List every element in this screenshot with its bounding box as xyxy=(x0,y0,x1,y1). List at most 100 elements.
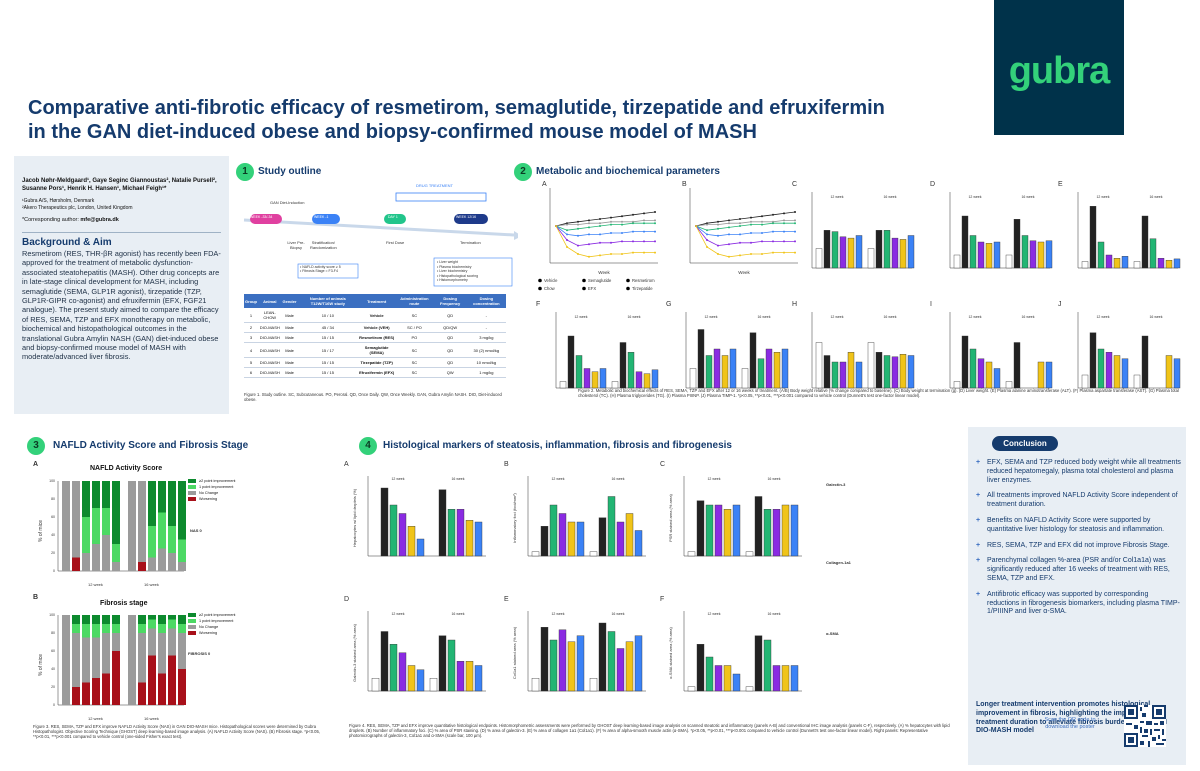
panel-label: E xyxy=(504,596,509,603)
bar xyxy=(634,635,643,692)
bar xyxy=(625,641,634,692)
bar xyxy=(607,631,616,692)
bar xyxy=(549,504,558,557)
legend-swatch xyxy=(188,497,196,501)
bar xyxy=(815,342,823,389)
table-row: 1 LEAN-CHOW Male 10 / 10 Vehicle SC QD - xyxy=(244,308,506,323)
brand-logo-block: gubra xyxy=(994,0,1124,135)
data-point xyxy=(654,240,656,243)
fib-week12-label: 12 week xyxy=(88,716,103,721)
panel-label: C xyxy=(660,461,665,468)
stacked-bar-segment xyxy=(82,637,90,683)
data-point xyxy=(632,222,634,225)
bar xyxy=(969,348,977,389)
stacked-bar-segment xyxy=(178,481,186,540)
bar xyxy=(1121,358,1129,389)
data-point xyxy=(599,218,601,220)
bar xyxy=(1105,254,1113,269)
fibrosis-chart-title: Fibrosis stage xyxy=(100,600,148,607)
week-label: 12 week xyxy=(704,315,717,319)
stacked-bar-segment xyxy=(62,615,70,705)
bar xyxy=(823,230,831,269)
data-point xyxy=(577,223,579,226)
data-point xyxy=(610,223,612,226)
timeline-label-1: WEEK -33/-34 xyxy=(250,215,273,219)
legend-marker xyxy=(626,278,630,283)
panel-label: D xyxy=(930,181,935,188)
bar xyxy=(531,551,540,557)
stacked-bar-segment xyxy=(148,655,156,705)
study-timeline xyxy=(243,192,518,287)
series-line xyxy=(555,222,655,231)
bar xyxy=(705,504,714,557)
tick-label: 0 xyxy=(53,569,55,573)
data-point xyxy=(577,227,579,230)
qr-code-icon[interactable] xyxy=(1124,705,1166,747)
legend-label: Tirzepatide xyxy=(632,286,653,291)
fibrosis-legend: ≥2 point improvement 1 point improvement… xyxy=(188,612,235,636)
bar xyxy=(754,635,763,692)
stacked-bar-segment xyxy=(128,615,136,705)
legend-label: No Change xyxy=(199,625,219,629)
divider xyxy=(22,231,221,233)
bar xyxy=(1045,240,1053,269)
data-point xyxy=(588,255,590,258)
stacked-bar-segment xyxy=(112,615,120,624)
nas-criteria-label: • NAFLD activity score ≥ 5 • Fibrosis St… xyxy=(300,265,341,273)
bar xyxy=(696,500,705,557)
legend-swatch xyxy=(188,479,196,483)
stacked-bar-segment xyxy=(102,633,110,674)
data-point xyxy=(706,222,708,225)
data-point xyxy=(750,232,752,234)
data-point xyxy=(566,223,568,226)
data-point xyxy=(739,254,741,257)
data-point xyxy=(654,222,656,225)
bar xyxy=(389,504,398,557)
week-label: 16 week xyxy=(1149,195,1162,199)
data-point xyxy=(794,230,796,233)
stacked-bar-segment xyxy=(148,619,156,629)
liver-biopsy-label: Liver Pre-Biopsy xyxy=(287,240,305,250)
y-axis-label: % of mice xyxy=(38,520,44,542)
bar xyxy=(993,368,1001,389)
stacked-bar-segment xyxy=(72,633,80,687)
bar xyxy=(611,381,619,389)
data-point xyxy=(706,223,708,226)
data-point xyxy=(610,232,612,234)
data-point xyxy=(717,244,719,247)
data-point xyxy=(621,253,623,255)
data-point xyxy=(717,220,719,223)
table-cell: Male xyxy=(281,332,298,343)
bar xyxy=(474,521,483,557)
stacked-bar-segment xyxy=(158,512,166,549)
bar xyxy=(531,678,540,692)
timeline-arrow xyxy=(243,218,515,237)
timeline-label-2: WEEK -1 xyxy=(314,215,329,219)
series-line xyxy=(695,225,795,247)
table-cell: SC xyxy=(395,357,434,368)
bar xyxy=(576,635,585,692)
data-point xyxy=(621,240,623,243)
data-point xyxy=(599,254,601,257)
randomization-label: Stratification/ Randomization xyxy=(310,240,337,250)
panel-label: J xyxy=(1058,301,1062,308)
stacked-bar-segment xyxy=(138,682,146,705)
bar xyxy=(583,368,591,389)
panel-3b-label: B xyxy=(33,594,39,601)
legend-swatch xyxy=(188,619,196,623)
bar xyxy=(1045,361,1053,389)
bar xyxy=(599,368,607,389)
section-4-number: 4 xyxy=(359,437,377,455)
bar xyxy=(1013,342,1021,389)
legend-marker xyxy=(582,286,586,291)
bar xyxy=(745,686,754,692)
table-cell: 1 xyxy=(244,308,258,323)
bar xyxy=(625,513,634,557)
data-point xyxy=(654,230,656,233)
corresponding-email[interactable]: mfe@gubra.dk xyxy=(80,217,119,223)
bar xyxy=(1081,374,1089,389)
data-point xyxy=(706,246,708,248)
tick-label: 80 xyxy=(51,631,55,635)
bar xyxy=(883,230,891,269)
gubra-logo: gubra xyxy=(1008,50,1111,92)
